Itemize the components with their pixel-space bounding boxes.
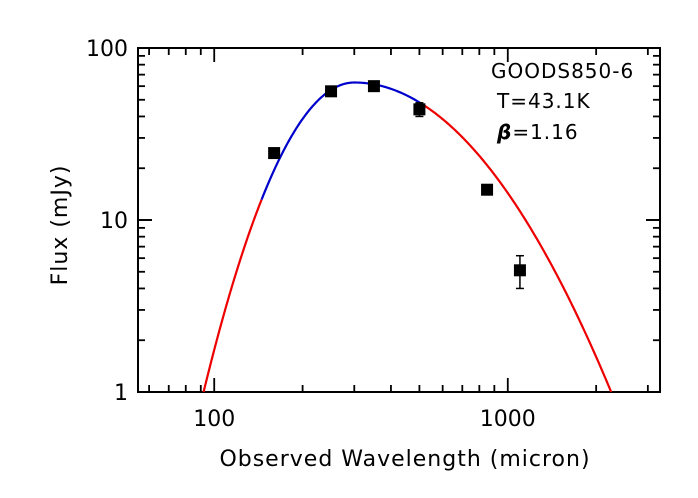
temperature-label: T=43.1K bbox=[496, 89, 591, 113]
beta-symbol: β bbox=[496, 120, 512, 144]
data-point bbox=[367, 80, 380, 93]
tick-labels: 100 1000 1 10 100 bbox=[86, 37, 536, 432]
y-tick-label: 1 bbox=[114, 381, 128, 406]
beta-label: β=1.16 bbox=[496, 120, 579, 144]
source-label: GOODS850-6 bbox=[491, 59, 634, 83]
data-points bbox=[268, 80, 526, 290]
beta-value: =1.16 bbox=[512, 120, 578, 144]
x-tick-label: 100 bbox=[193, 407, 235, 432]
model-fit-segment bbox=[260, 81, 426, 201]
data-point bbox=[268, 147, 281, 160]
data-point bbox=[325, 85, 338, 98]
data-point bbox=[413, 103, 426, 116]
y-axis-title: Flux (mJy) bbox=[48, 165, 73, 286]
y-tick-label: 100 bbox=[86, 37, 128, 62]
axes bbox=[137, 47, 661, 393]
model-extrapolation-left bbox=[202, 199, 263, 393]
model-extrapolation-right bbox=[423, 104, 613, 393]
data-point bbox=[513, 264, 526, 277]
x-tick-label: 1000 bbox=[480, 407, 536, 432]
y-tick-label: 10 bbox=[100, 209, 128, 234]
model-curve bbox=[202, 81, 613, 393]
x-axis-title: Observed Wavelength (micron) bbox=[219, 447, 590, 472]
data-point bbox=[481, 183, 494, 196]
